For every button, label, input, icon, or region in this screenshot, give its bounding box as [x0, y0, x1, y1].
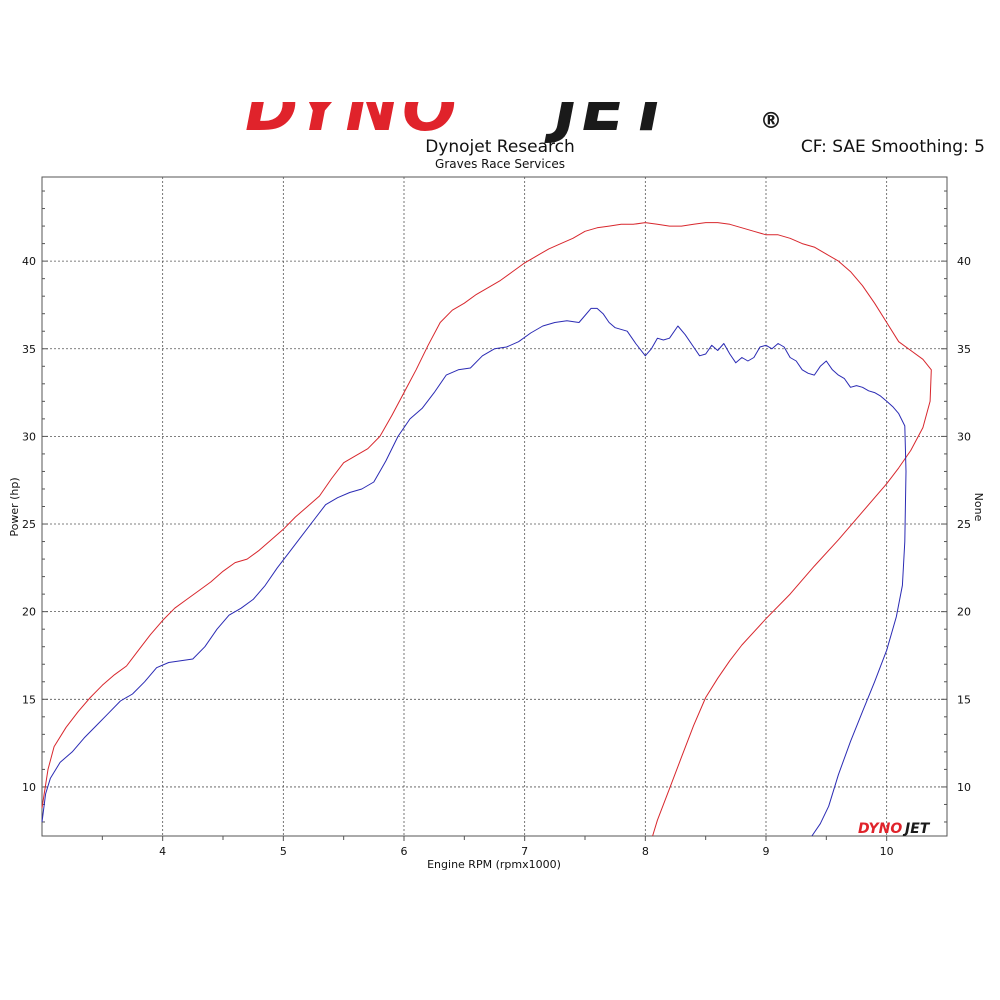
y-axis-title: Power (hp): [8, 477, 21, 536]
x-axis-title: Engine RPM (rpmx1000): [427, 858, 561, 871]
y-tick-label: 15: [22, 693, 36, 706]
y-tick-label-right: 20: [957, 606, 971, 619]
red-power-curve: [41, 222, 932, 837]
y-tick-label-right: 25: [957, 518, 971, 531]
registered-mark: ®: [760, 109, 782, 134]
y-tick-label: 30: [22, 430, 36, 443]
x-tick-label: 5: [280, 845, 287, 858]
series-lines: [41, 222, 932, 837]
y-tick-label: 20: [22, 606, 36, 619]
plot-frame: [41, 176, 948, 837]
grid-lines: [42, 177, 947, 836]
y-tick-label-right: 40: [957, 255, 971, 268]
blue-power-curve: [41, 307, 907, 837]
logo-crop-mask: [200, 60, 800, 102]
x-tick-label: 8: [642, 845, 649, 858]
watermark-logo: DYNO JET: [858, 821, 931, 837]
x-tick-label: 4: [159, 845, 166, 858]
x-tick-label: 7: [521, 845, 528, 858]
chart-title: Dynojet Research: [425, 137, 575, 157]
chart-subtitle: Graves Race Services: [435, 157, 565, 171]
y-tick-label: 10: [22, 781, 36, 794]
y-tick-label: 35: [22, 343, 36, 356]
y-tick-label: 25: [22, 518, 36, 531]
y-tick-label-right: 15: [957, 693, 971, 706]
watermark-dyno-text: DYNO: [858, 821, 902, 837]
correction-factor-label: CF: SAE Smoothing: 5: [801, 137, 985, 157]
y-tick-label: 40: [22, 255, 36, 268]
y-tick-label-right: 10: [957, 781, 971, 794]
watermark-jet-text: JET: [902, 821, 931, 837]
minor-ticks: [42, 190, 947, 841]
y-tick-label-right: 30: [957, 430, 971, 443]
y-tick-labels: 10 15 20 25 30 35 40: [22, 255, 36, 794]
y-tick-labels-right: 10 15 20 25 30 35 40: [957, 255, 971, 794]
x-tick-label: 6: [401, 845, 408, 858]
y-tick-label-right: 35: [957, 343, 971, 356]
y-axis-title-right: None: [972, 493, 985, 522]
x-tick-labels: 4 5 6 7 8 9 10: [159, 845, 894, 858]
x-tick-label: 9: [763, 845, 770, 858]
x-tick-label: 10: [880, 845, 894, 858]
